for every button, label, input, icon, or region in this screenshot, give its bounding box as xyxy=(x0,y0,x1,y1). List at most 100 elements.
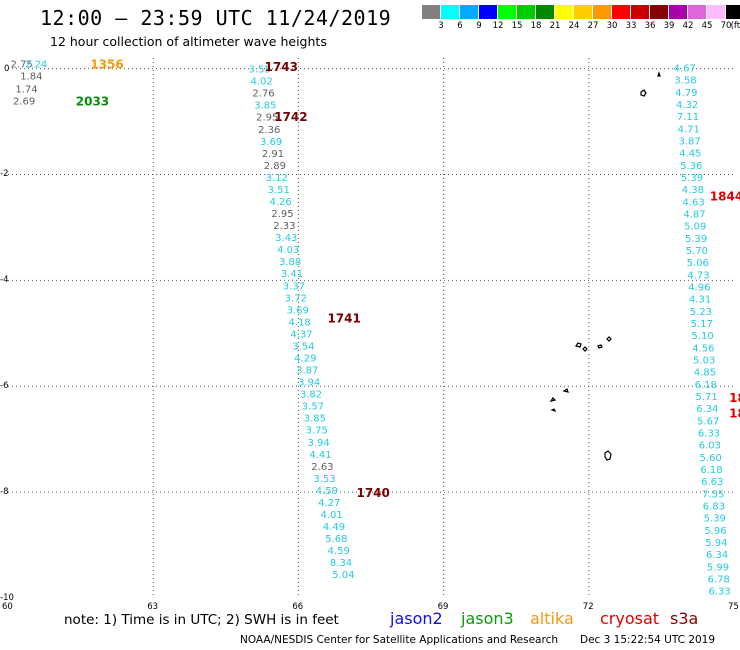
swh-value-west: 3.82 xyxy=(300,390,322,401)
swh-value-east: 4.79 xyxy=(675,88,697,99)
swh-value-west: 3.55 xyxy=(249,65,271,76)
pass-time-label: 1844 xyxy=(710,190,740,204)
swh-value-west: 4.29 xyxy=(294,353,316,364)
swh-value-east: 5.06 xyxy=(687,258,709,269)
legend-units: (ft) xyxy=(730,21,740,31)
swh-value-west: 2.36 xyxy=(258,125,280,136)
swh-value-west: 2.33 xyxy=(273,221,295,232)
x-tick-label: 75 xyxy=(728,602,739,612)
swh-value-west: 4.26 xyxy=(269,197,291,208)
swh-value-west: 4.01 xyxy=(320,510,342,521)
swh-value-west: 3.69 xyxy=(260,137,282,148)
x-tick-label: 66 xyxy=(292,602,304,612)
swh-value-east: 5.39 xyxy=(685,234,707,245)
swh-value-east: 5.23 xyxy=(690,307,712,318)
swh-value-west: 3.57 xyxy=(302,402,324,413)
legend-label: 3 xyxy=(438,21,444,31)
swh-value-east: 5.39 xyxy=(681,173,703,184)
legend-label: 39 xyxy=(663,21,675,31)
x-tick-label: 69 xyxy=(437,602,449,612)
footer-timestamp: Dec 3 15:22:54 UTC 2019 xyxy=(580,634,716,646)
swh-value-nw: 2.75 xyxy=(11,59,33,70)
swh-value-nw: 2.24 xyxy=(25,59,47,70)
swh-value-east: 4.38 xyxy=(682,185,704,196)
swh-value-west: 3.53 xyxy=(313,474,335,485)
satellite-label-jason3: jason3 xyxy=(461,609,514,628)
note-text: note: 1) Time is in UTC; 2) SWH is in fe… xyxy=(64,612,339,628)
swh-value-east: 6.33 xyxy=(708,587,730,598)
legend-label: 27 xyxy=(587,21,599,31)
legend-label: 36 xyxy=(644,21,656,31)
swh-value-west: 3.51 xyxy=(268,185,290,196)
swh-value-west: 3.87 xyxy=(296,366,318,377)
swh-value-east: 7.11 xyxy=(677,112,699,123)
legend-swatch xyxy=(517,5,536,19)
swh-value-east: 4.71 xyxy=(678,124,700,135)
swh-value-west: 5.68 xyxy=(325,534,347,545)
pass-time-label: 1740 xyxy=(356,486,389,500)
swh-value-east: 6.34 xyxy=(696,404,718,415)
legend-label: 12 xyxy=(492,21,504,31)
legend-label: 9 xyxy=(476,21,482,31)
swh-value-nw: 2.69 xyxy=(13,96,35,107)
swh-value-west: 4.37 xyxy=(290,329,312,340)
legend-label: 42 xyxy=(682,21,694,31)
legend-swatch xyxy=(574,5,593,19)
swh-value-east: 5.70 xyxy=(686,246,708,257)
island-outline xyxy=(549,388,569,413)
legend-swatch xyxy=(726,5,740,19)
swh-value-east: 5.39 xyxy=(704,514,726,525)
satellite-label-altika: altika xyxy=(530,609,574,628)
legend-label: 6 xyxy=(457,21,463,31)
pass-time-label: 1741 xyxy=(327,311,360,325)
swh-value-west: 3.94 xyxy=(298,378,320,389)
y-tick-label: 0 xyxy=(4,63,10,74)
swh-value-west: 4.18 xyxy=(288,317,310,328)
swh-value-west: 2.76 xyxy=(252,89,274,100)
y-tick-label: -2 xyxy=(0,169,9,180)
swh-value-west: 3.94 xyxy=(307,438,329,449)
swh-value-east: 5.17 xyxy=(691,319,713,330)
legend-label: 30 xyxy=(606,21,618,31)
swh-value-west: 4.27 xyxy=(318,498,340,509)
swh-value-east: 4.56 xyxy=(692,343,714,354)
swh-value-east: 5.94 xyxy=(705,538,727,549)
swh-value-east: 7.55 xyxy=(702,489,724,500)
swh-value-west: 3.12 xyxy=(266,173,288,184)
legend-label: 15 xyxy=(511,21,523,31)
swh-value-west: 4.59 xyxy=(328,546,350,557)
y-tick-label: -6 xyxy=(0,381,9,392)
swh-value-west: 4.03 xyxy=(277,245,299,256)
y-tick-label: -8 xyxy=(0,487,9,498)
swh-value-east: 4.67 xyxy=(674,64,696,75)
legend-swatch xyxy=(631,5,650,19)
swh-value-west: 2.95 xyxy=(271,209,293,220)
swh-value-east: 3.87 xyxy=(678,137,700,148)
legend-swatch xyxy=(441,5,460,19)
swh-value-west: 2.91 xyxy=(262,149,284,160)
legend-swatch xyxy=(650,5,669,19)
swh-value-east: 4.45 xyxy=(679,149,701,160)
island-outline xyxy=(640,89,647,97)
satellite-label-s3a: s3a xyxy=(670,609,699,628)
swh-value-east: 6.18 xyxy=(700,465,722,476)
swh-value-west: 4.41 xyxy=(309,450,331,461)
swh-value-nw: 1.74 xyxy=(15,85,37,96)
legend-label: 24 xyxy=(568,21,580,31)
legend-label: 33 xyxy=(625,21,637,31)
legend-swatch xyxy=(498,5,517,19)
swh-value-west: 3.41 xyxy=(281,269,303,280)
swh-value-west: 3.88 xyxy=(279,257,301,268)
satellite-label-jason2: jason2 xyxy=(390,609,443,628)
legend-swatch xyxy=(479,5,498,19)
legend-label: 18 xyxy=(530,21,542,31)
legend-label: 70 xyxy=(720,21,732,31)
swh-value-east: 6.83 xyxy=(703,501,725,512)
swh-value-east: 5.96 xyxy=(704,526,726,537)
map-plot: 3.55 4.02 2.76 3.85 2.95 2.36 3.69 2.91 2.89 3.12… xyxy=(0,57,740,612)
swh-value-west: 3.75 xyxy=(306,426,328,437)
x-tick-label: 60 xyxy=(2,602,13,612)
swh-value-west: 2.63 xyxy=(311,462,333,473)
